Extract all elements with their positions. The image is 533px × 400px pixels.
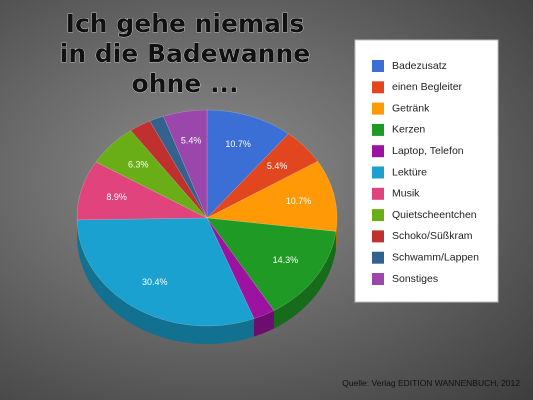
value-label: 5.4%	[267, 161, 288, 171]
slice	[206, 109, 289, 219]
title-line: Ich gehe niemals	[66, 9, 305, 38]
source: Quelle: Verlag EDITION WANNENBUCH, 2012	[342, 378, 520, 388]
value-label: 10.7%	[225, 139, 251, 149]
slice	[206, 217, 337, 311]
slice	[76, 217, 255, 327]
slice	[76, 161, 208, 221]
value-label: 14.3%	[273, 255, 299, 265]
slice	[206, 217, 275, 319]
legend-swatch	[372, 166, 384, 179]
slice	[149, 115, 208, 219]
legend-label: Getränk	[392, 102, 430, 114]
legend-swatch	[372, 145, 384, 158]
value-label: 10.7%	[286, 196, 312, 206]
slice-side	[254, 310, 274, 337]
legend-label: Schwamm/Lappen	[392, 251, 479, 263]
title-line: in die Badewanne	[60, 39, 311, 68]
legend-label: einen Begleiter	[392, 81, 463, 93]
slice	[95, 130, 208, 219]
value-label: 8.9%	[106, 192, 127, 202]
legend-label: Schoko/Süßkram	[392, 230, 473, 242]
value-label: 30.4%	[142, 277, 168, 287]
slice-side	[335, 218, 337, 250]
slice-side	[77, 219, 255, 345]
legend-swatch	[372, 273, 384, 285]
slice	[206, 161, 338, 232]
value-label: 6.3%	[128, 160, 149, 170]
legend-label: Badezusatz	[392, 60, 447, 72]
value-label: 5.4%	[181, 136, 202, 146]
legend-swatch	[372, 209, 384, 222]
legend-swatch	[372, 123, 384, 136]
slice	[163, 109, 208, 219]
slice	[130, 120, 208, 219]
slice	[206, 133, 319, 219]
legend-swatch	[372, 81, 384, 94]
legend-swatch	[372, 60, 384, 72]
legend-label: Lektüre	[392, 166, 427, 178]
legend-swatch	[372, 251, 384, 264]
legend-label: Kerzen	[392, 124, 425, 136]
legend-label: Quietscheentchen	[392, 209, 477, 221]
title-line: ohne ...	[132, 69, 239, 98]
legend-swatch	[372, 102, 384, 115]
legend-swatch	[372, 187, 384, 200]
legend-label: Musik	[392, 188, 420, 200]
slice-side	[273, 231, 336, 329]
legend-swatch	[372, 230, 384, 243]
legend-label: Laptop, Telefon	[392, 145, 464, 157]
legend-label: Sonstiges	[392, 273, 438, 285]
